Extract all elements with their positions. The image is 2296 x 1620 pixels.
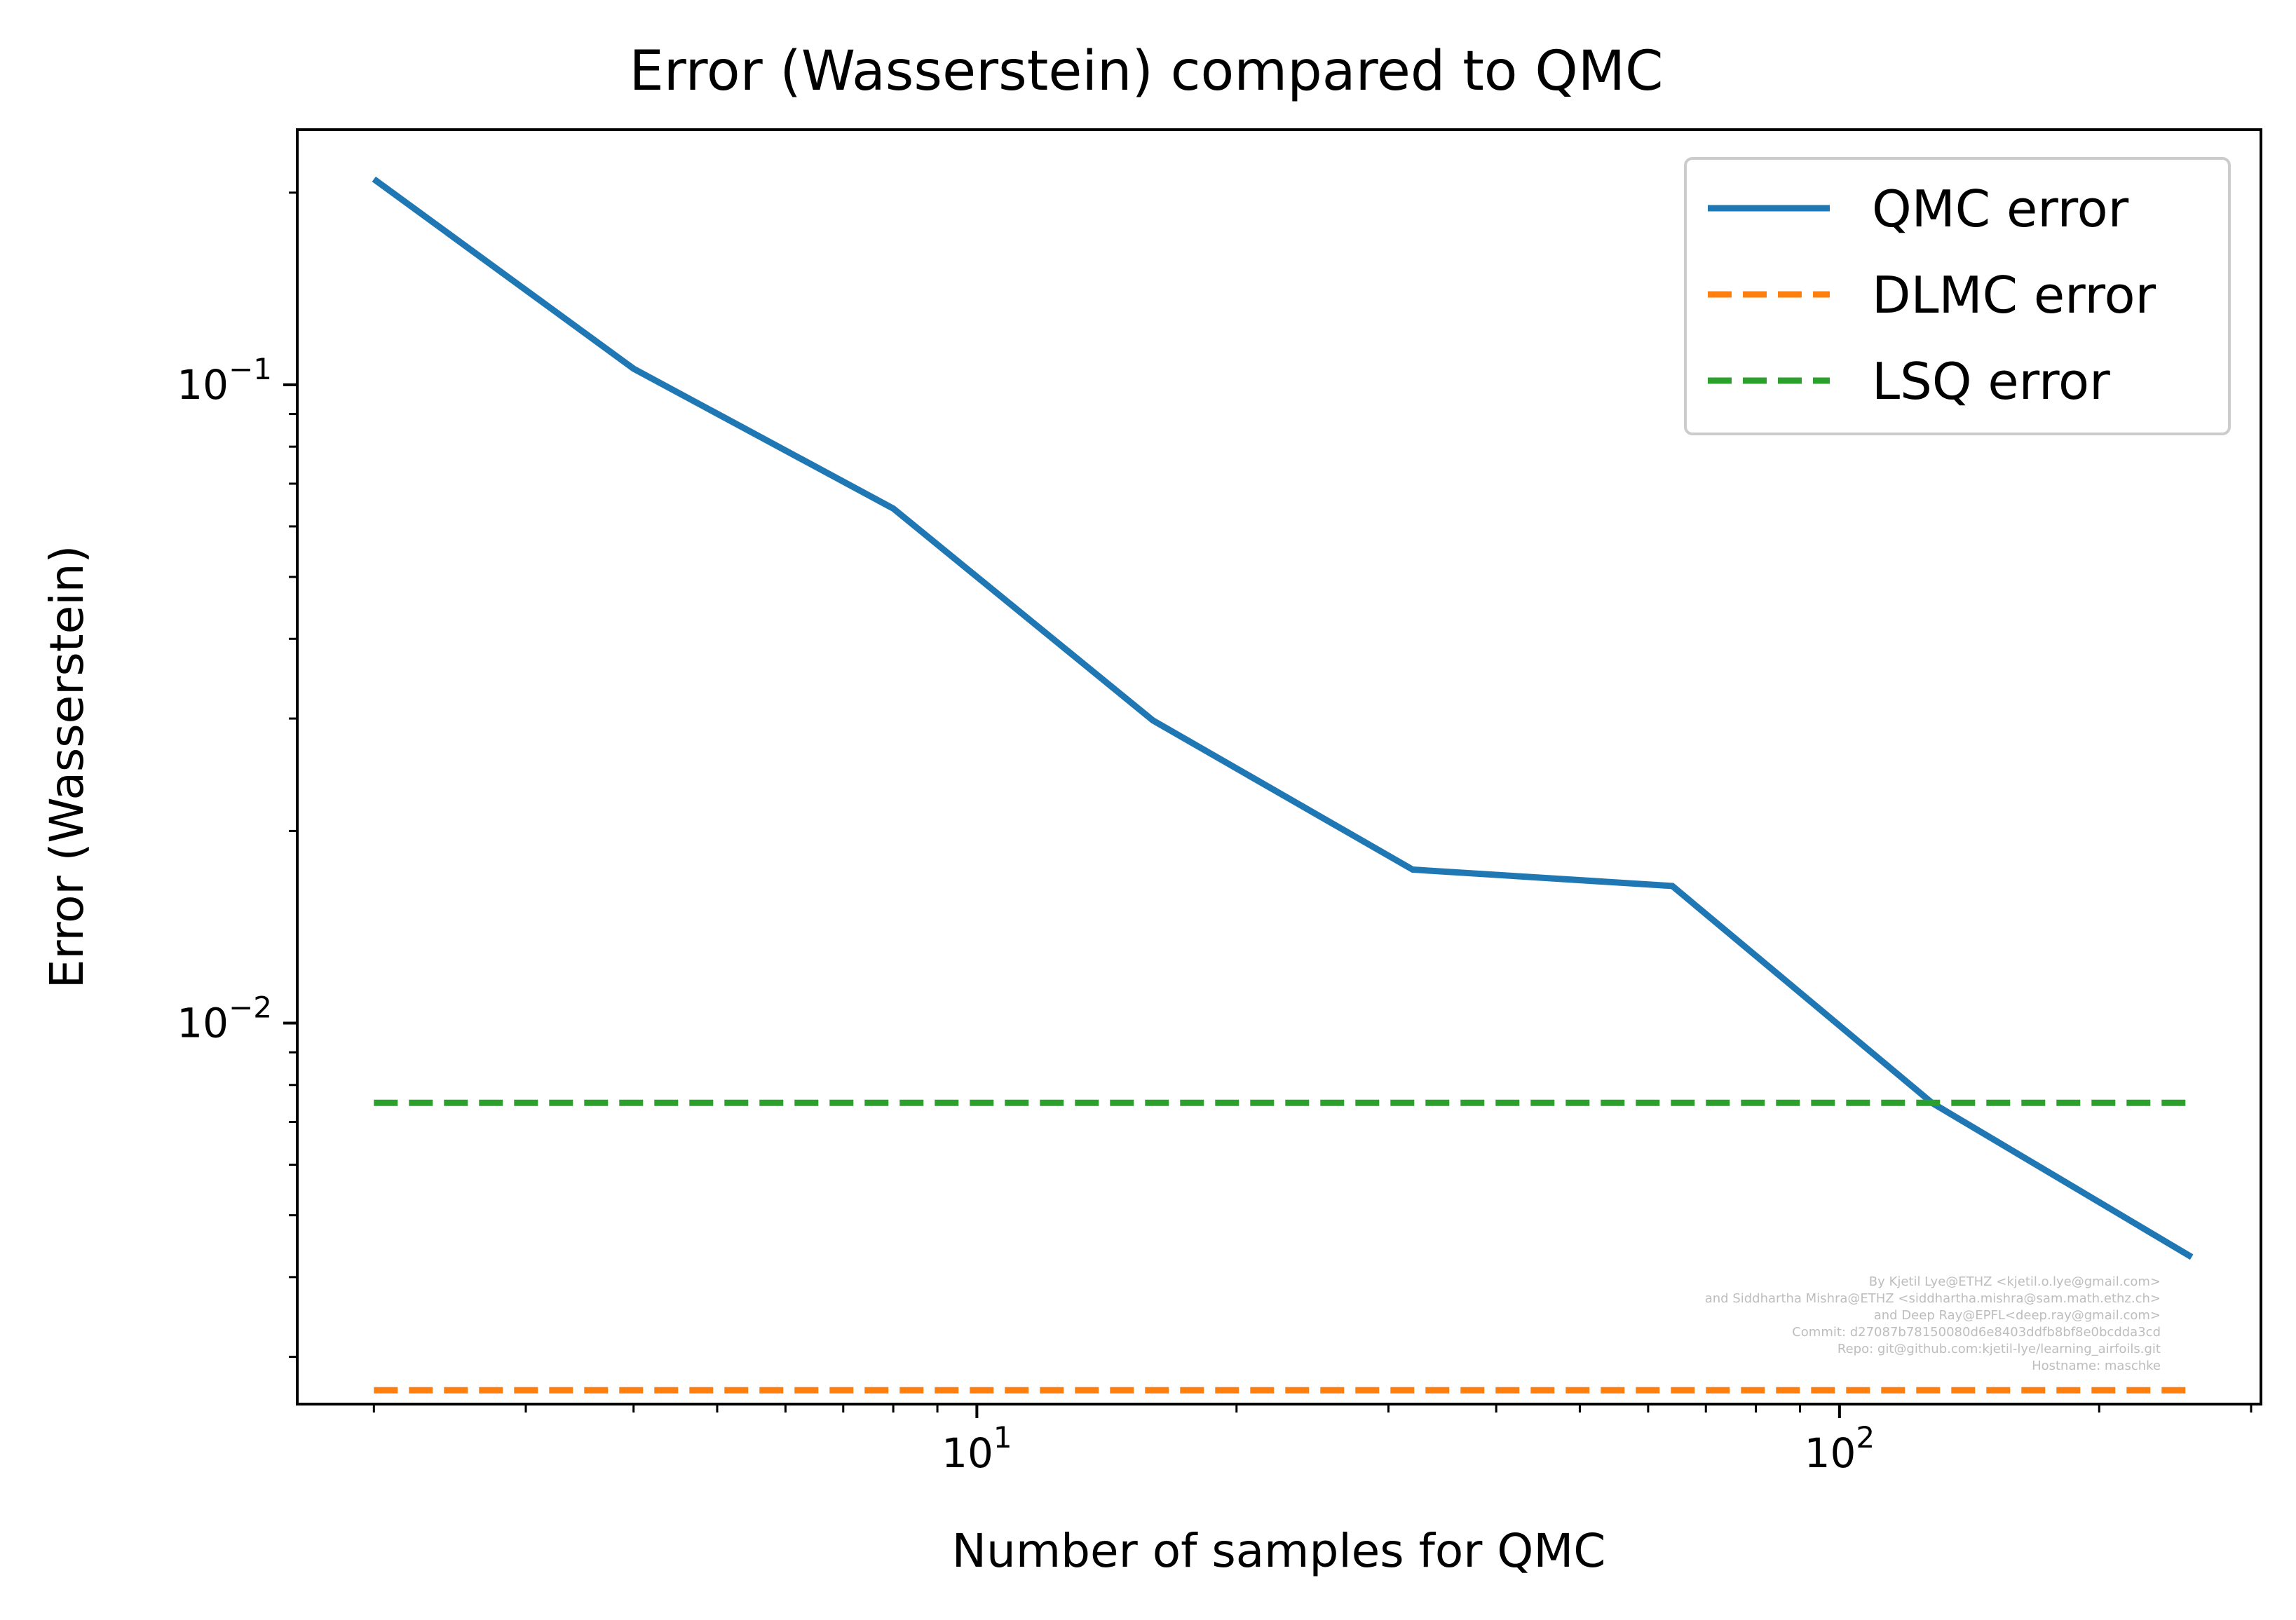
credit-line: By Kjetil Lye@ETHZ <kjetil.o.lye@gmail.c… bbox=[1869, 1274, 2161, 1289]
y-axis-ticks: 10−1 10−2 bbox=[177, 191, 297, 1359]
x-tick-label: 102 bbox=[1805, 1420, 1875, 1477]
y-axis-label: Error (Wasserstein) bbox=[40, 545, 94, 988]
credit-line: Hostname: maschke bbox=[2032, 1359, 2161, 1373]
chart-title: Error (Wasserstein) compared to QMC bbox=[630, 40, 1664, 103]
credit-line: and Deep Ray@EPFL<deep.ray@gmail.com> bbox=[1874, 1308, 2161, 1323]
legend-label: LSQ error bbox=[1872, 352, 2110, 411]
legend-box bbox=[1684, 157, 2231, 435]
y-tick-label: 10−2 bbox=[177, 990, 272, 1047]
credit-annotation: By Kjetil Lye@ETHZ <kjetil.o.lye@gmail.c… bbox=[1705, 1274, 2161, 1373]
credit-line: and Siddhartha Mishra@ETHZ <siddhartha.m… bbox=[1705, 1291, 2161, 1306]
legend-label: DLMC error bbox=[1872, 266, 2156, 325]
y-tick-label: 10−1 bbox=[177, 352, 272, 409]
x-axis-ticks: 101 102 bbox=[372, 1404, 2253, 1477]
legend-label: QMC error bbox=[1872, 179, 2129, 238]
plot-frame bbox=[296, 128, 2262, 1405]
x-axis-label: Number of samples for QMC bbox=[952, 1524, 1606, 1578]
legend: QMC error DLMC error LSQ error bbox=[1684, 157, 2231, 435]
series-line-qmc-error bbox=[372, 176, 2194, 1260]
plot-area bbox=[372, 176, 2194, 1394]
credit-line: Commit: d27087b78150080d6e8403ddfb8bf8e0… bbox=[1792, 1325, 2161, 1340]
x-tick-label: 101 bbox=[942, 1420, 1012, 1477]
credit-line: Repo: git@github.com:kjetil-lye/learning… bbox=[1838, 1342, 2161, 1356]
